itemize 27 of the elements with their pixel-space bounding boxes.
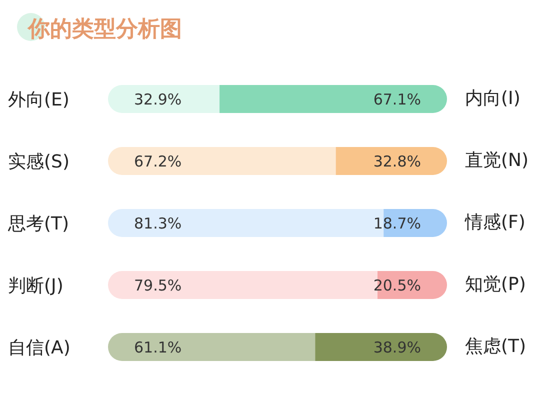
bar [108,147,336,175]
text: 内向(I) [465,87,520,111]
y-tick-label: 实感(S) [8,151,70,172]
data-label: 79.5% [134,276,182,294]
bar [315,333,447,361]
data-label: 32.9% [134,90,182,108]
y-tick-label: 外向(E) [8,89,70,110]
bar [336,147,447,175]
data-label: 67.2% [134,152,182,170]
bar [220,85,447,113]
text: 知觉(P) [465,273,526,297]
text: 焦虑(T) [465,335,526,359]
bar [108,333,316,361]
data-label: 18.7% [373,214,421,232]
text: 直觉(N) [465,149,529,173]
text: 情感(F) [465,211,526,235]
bar [108,85,220,113]
y-tick-label: 判断(J) [8,275,64,296]
data-label: 61.1% [134,338,182,356]
data-label: 81.3% [134,214,182,232]
data-label: 20.5% [373,276,421,294]
data-label: 32.8% [373,152,421,170]
data-label: 38.9% [373,338,421,356]
data-label: 67.1% [373,90,421,108]
y-tick-label: 自信(A) [8,337,70,358]
y-tick-label: 思考(T) [7,213,70,234]
chart-title: 你的类型分析图 [28,16,182,44]
